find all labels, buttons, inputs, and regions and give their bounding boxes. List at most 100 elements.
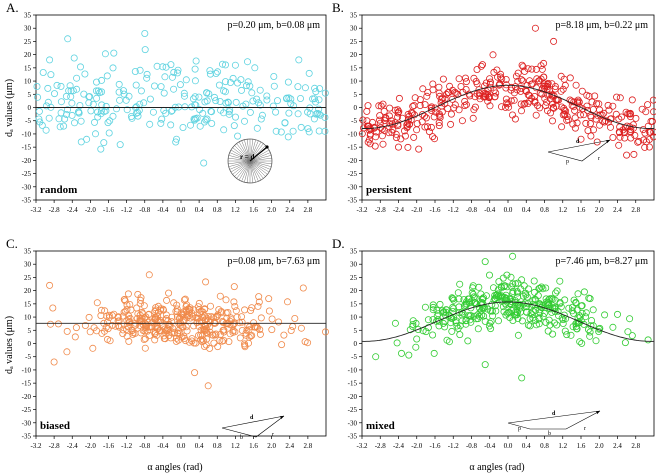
data-point bbox=[57, 82, 65, 90]
inset-label: d bbox=[576, 139, 580, 145]
data-point bbox=[223, 314, 231, 322]
data-point bbox=[429, 133, 437, 141]
data-point bbox=[489, 284, 497, 292]
data-point bbox=[202, 278, 210, 286]
x-tick-label: 0.0 bbox=[177, 442, 186, 450]
data-point bbox=[615, 141, 623, 149]
data-point bbox=[180, 89, 188, 97]
data-point bbox=[137, 87, 145, 95]
data-point bbox=[532, 306, 540, 314]
data-point bbox=[98, 76, 106, 84]
data-point bbox=[160, 89, 168, 97]
data-point bbox=[270, 82, 278, 90]
data-point bbox=[246, 108, 254, 116]
y-tick-label: 0 bbox=[28, 340, 32, 348]
data-point bbox=[192, 339, 200, 347]
data-point bbox=[295, 56, 303, 64]
inset-vectors bbox=[221, 415, 285, 438]
data-point bbox=[35, 107, 43, 115]
data-point bbox=[526, 315, 534, 323]
data-point bbox=[100, 139, 108, 147]
y-tick-label: -5 bbox=[25, 353, 31, 361]
pattern-label: random bbox=[40, 184, 77, 196]
data-point bbox=[241, 343, 249, 351]
x-tick-label: 0.4 bbox=[195, 442, 204, 450]
data-point bbox=[221, 61, 229, 69]
data-point bbox=[474, 311, 482, 319]
data-point bbox=[51, 90, 59, 98]
data-point bbox=[481, 361, 489, 369]
data-point bbox=[115, 317, 123, 325]
data-point bbox=[430, 135, 438, 143]
data-point bbox=[181, 103, 189, 111]
data-point bbox=[616, 133, 624, 141]
data-point bbox=[567, 331, 575, 339]
data-point bbox=[565, 304, 573, 312]
data-point bbox=[168, 313, 176, 321]
data-point bbox=[523, 293, 531, 301]
inset-arrowhead bbox=[606, 140, 610, 144]
data-point bbox=[501, 282, 509, 290]
data-point bbox=[455, 75, 463, 83]
parameter-label: p=8.18 μm, b=0.22 μm bbox=[555, 20, 648, 31]
data-point bbox=[578, 87, 586, 95]
data-point bbox=[462, 298, 470, 306]
data-point bbox=[140, 302, 148, 310]
data-point bbox=[559, 85, 567, 93]
data-point bbox=[502, 76, 510, 84]
data-point bbox=[162, 109, 170, 117]
data-point bbox=[220, 109, 228, 117]
data-point bbox=[503, 271, 511, 279]
parameter-label: p=0.08 μm, b=7.63 μm bbox=[227, 256, 320, 267]
data-point bbox=[528, 65, 536, 73]
data-point bbox=[172, 307, 180, 315]
data-point bbox=[605, 106, 613, 114]
data-point bbox=[485, 322, 493, 330]
data-point bbox=[122, 96, 130, 104]
data-point bbox=[124, 290, 132, 298]
data-point bbox=[447, 319, 455, 327]
data-point bbox=[69, 87, 77, 95]
data-point bbox=[45, 114, 53, 122]
data-point bbox=[582, 309, 590, 317]
data-point bbox=[540, 59, 548, 67]
data-point bbox=[136, 321, 144, 329]
inset-label: r bbox=[598, 156, 600, 162]
data-point bbox=[481, 93, 489, 101]
data-point bbox=[291, 314, 299, 322]
data-point bbox=[321, 127, 329, 135]
y-tick-label: 35 bbox=[350, 248, 358, 256]
data-point bbox=[551, 319, 559, 327]
y-tick-label: 0 bbox=[354, 104, 358, 112]
data-point bbox=[451, 101, 459, 109]
data-point bbox=[577, 135, 585, 143]
data-point bbox=[321, 328, 329, 336]
data-point bbox=[526, 97, 534, 105]
y-tick-label: 35 bbox=[24, 12, 32, 20]
data-point bbox=[641, 143, 649, 151]
data-point bbox=[301, 84, 309, 92]
data-point bbox=[98, 88, 106, 96]
data-point bbox=[484, 90, 492, 98]
y-tick-label: -35 bbox=[22, 197, 32, 205]
data-point bbox=[189, 313, 197, 321]
data-point bbox=[214, 343, 222, 351]
data-point bbox=[182, 303, 190, 311]
data-point bbox=[173, 69, 181, 77]
data-point bbox=[548, 91, 556, 99]
data-point bbox=[50, 358, 58, 366]
data-point bbox=[484, 86, 492, 94]
data-point bbox=[92, 87, 100, 95]
pattern-label: persistent bbox=[366, 184, 412, 196]
data-point bbox=[485, 93, 493, 101]
y-tick-label: 5 bbox=[28, 91, 32, 99]
data-point bbox=[86, 93, 94, 101]
data-point bbox=[193, 319, 201, 327]
data-point bbox=[484, 97, 492, 105]
y-tick-label: -20 bbox=[22, 393, 32, 401]
data-point bbox=[491, 295, 499, 303]
x-tick-label: -1.2 bbox=[448, 206, 460, 214]
x-tick-label: -2.0 bbox=[85, 206, 97, 214]
data-point bbox=[277, 128, 285, 136]
data-point bbox=[180, 92, 188, 100]
